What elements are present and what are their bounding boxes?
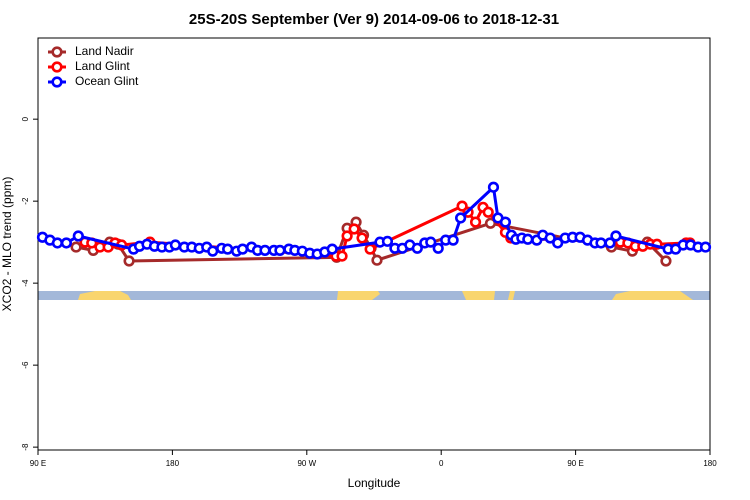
data-point (236, 243, 249, 255)
data-point (699, 241, 712, 253)
series (36, 181, 712, 260)
land (337, 291, 380, 300)
legend-marker (51, 76, 63, 88)
data-point (660, 255, 672, 267)
legend-label: Land Nadir (75, 44, 134, 58)
x-tick-label: 90 W (297, 459, 316, 468)
data-point (364, 243, 376, 255)
data-point (123, 255, 135, 267)
y-tick-label: -8 (21, 443, 30, 451)
y-axis-label: XCO2 - MLO trend (ppm) (0, 177, 14, 312)
land (612, 291, 693, 300)
data-point (425, 236, 437, 248)
y-tick-label: -6 (21, 361, 30, 369)
data-point (482, 206, 494, 218)
data-point (60, 237, 72, 249)
data-point (432, 242, 444, 254)
chart-title: 25S-20S September (Ver 9) 2014-09-06 to … (189, 11, 559, 28)
data-point (356, 232, 368, 244)
legend-marker (51, 61, 63, 73)
data-point (469, 216, 482, 228)
data-point (336, 250, 348, 262)
legend-label: Land Glint (75, 59, 130, 73)
data-point (522, 233, 534, 245)
y-tick-label: 0 (21, 116, 30, 121)
x-tick-label: 90 E (30, 459, 46, 468)
x-tick-label: 90 E (567, 459, 583, 468)
data-point (544, 232, 556, 244)
data-point (72, 230, 84, 242)
data-point (487, 181, 500, 193)
data-point (341, 230, 353, 242)
data-point (455, 212, 467, 224)
data-point (381, 235, 394, 247)
data-point (411, 242, 423, 254)
data-point (207, 245, 219, 257)
x-tick-label: 180 (703, 459, 717, 468)
x-tick-label: 180 (166, 459, 180, 468)
land (508, 291, 515, 300)
data-point (447, 234, 459, 246)
x-tick-label: 0 (439, 459, 444, 468)
land (78, 291, 131, 300)
legend-label: Ocean Glint (75, 74, 139, 88)
data-point (326, 243, 338, 255)
data-point (348, 223, 360, 235)
data-point (371, 254, 383, 266)
data-point (259, 244, 271, 256)
data-point (499, 216, 512, 228)
y-tick-label: -4 (21, 279, 30, 287)
series (79, 200, 696, 262)
land (462, 291, 495, 300)
y-tick-label: -2 (21, 197, 30, 205)
data-point (274, 244, 286, 256)
data-point (484, 217, 497, 229)
data-point (222, 243, 234, 255)
x-axis-label: Longitude (348, 476, 401, 490)
legend-marker (51, 46, 63, 58)
data-point (595, 237, 607, 249)
data-point (51, 237, 64, 249)
data-point (610, 230, 622, 242)
land-mask (38, 291, 710, 300)
data-point (604, 237, 616, 249)
data-point (552, 237, 564, 249)
data-point (70, 241, 82, 253)
data-point (169, 239, 181, 251)
